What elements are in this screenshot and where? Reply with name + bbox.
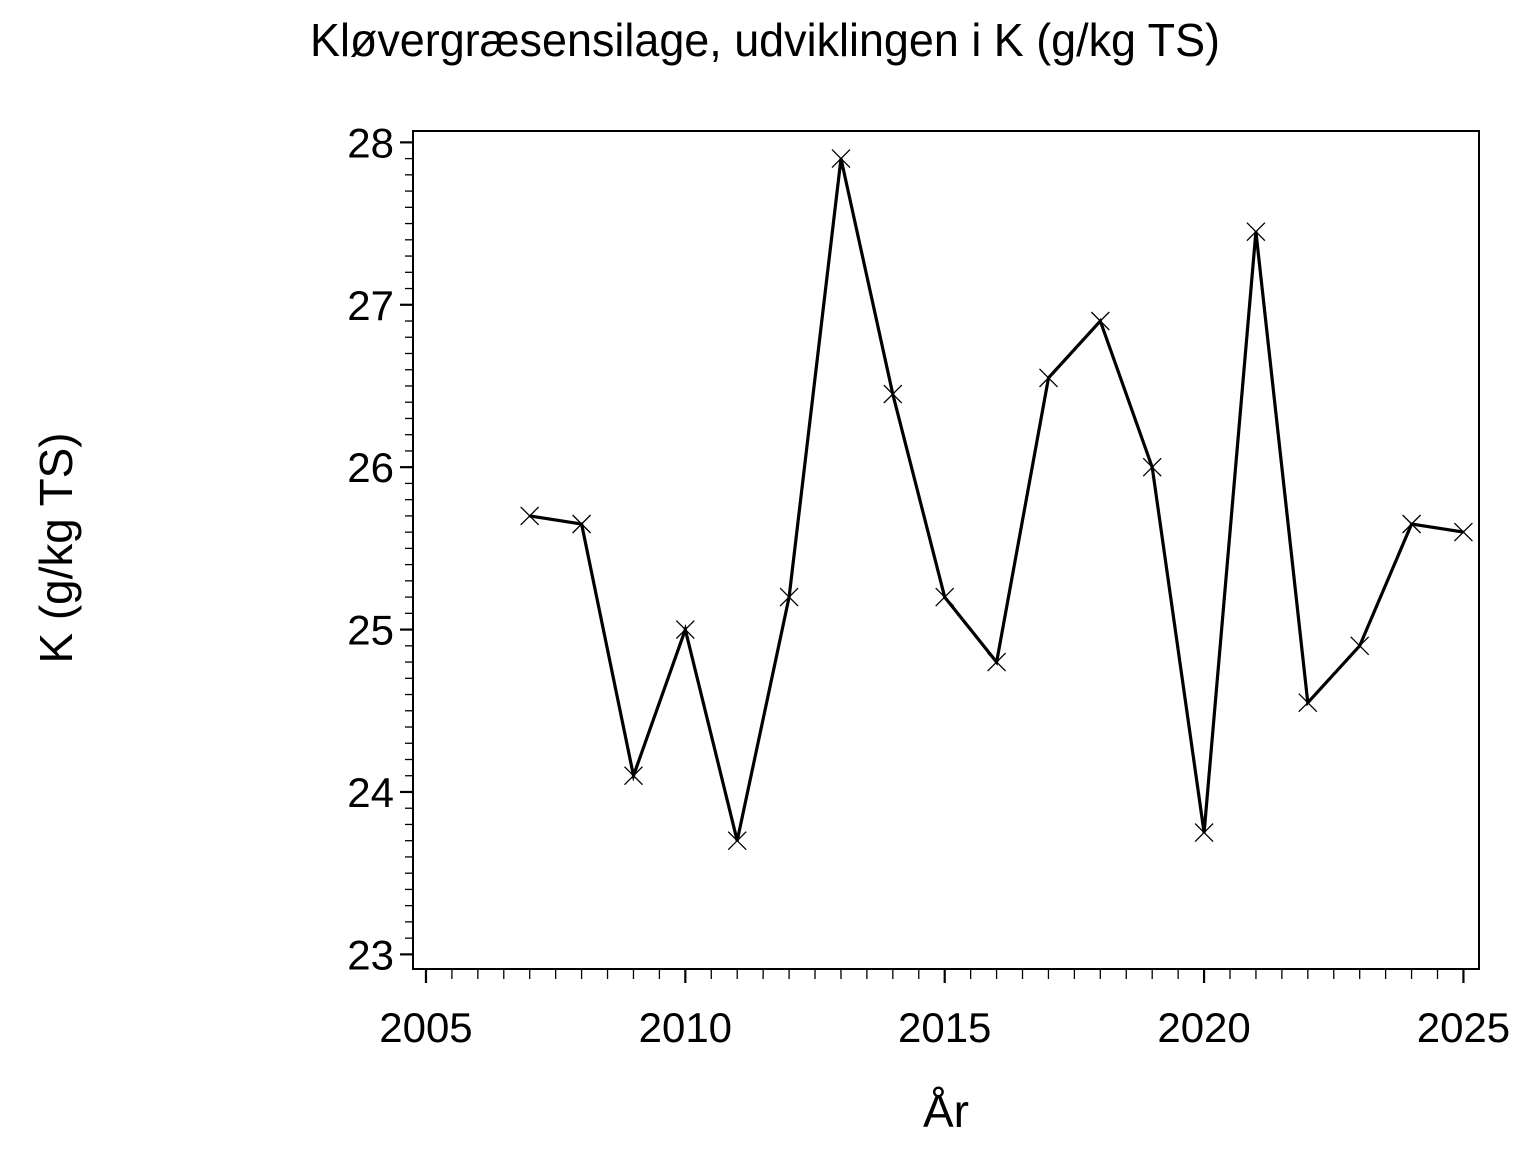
data-markers	[520, 149, 1473, 851]
y-tick-label: 24	[347, 769, 394, 816]
x-marker-stroke	[1350, 636, 1370, 656]
x-marker-stroke	[1402, 514, 1422, 534]
plot-area: 23 24 25 26 27 28 2005 2010 2015 2020 2025	[347, 119, 1510, 1051]
y-tick-label: 25	[347, 607, 394, 654]
x-marker-stroke	[520, 506, 540, 526]
y-tick-label: 26	[347, 444, 394, 491]
data-line	[529, 158, 1464, 842]
x-marker-stroke	[1090, 311, 1110, 331]
x-marker-stroke	[1039, 368, 1058, 388]
x-marker-stroke	[1246, 222, 1266, 242]
x-tick-label: 2010	[639, 1004, 732, 1051]
x-marker-stroke	[883, 384, 903, 404]
x-marker-stroke	[572, 514, 592, 534]
x-tick-label: 2020	[1157, 1004, 1250, 1051]
x-tick-label: 2005	[379, 1004, 472, 1051]
x-marker-stroke	[1453, 522, 1473, 542]
x-marker-stroke	[987, 652, 1007, 672]
x-marker-stroke	[624, 766, 643, 786]
x-marker-stroke	[831, 149, 851, 169]
y-tick-label: 28	[347, 119, 394, 166]
y-tick-label: 23	[347, 931, 394, 978]
x-marker-stroke	[1142, 457, 1162, 477]
x-marker-stroke	[1194, 823, 1214, 843]
x-marker-stroke	[935, 587, 955, 607]
plot-frame	[412, 130, 1480, 970]
chart-title: Kløvergræsensilage, udviklingen i K (g/k…	[310, 14, 1220, 66]
y-tick-label: 27	[347, 282, 394, 329]
x-marker-stroke	[675, 620, 695, 640]
x-tick-label: 2025	[1417, 1004, 1510, 1051]
x-axis-label: År	[923, 1085, 969, 1137]
x-marker-stroke	[1298, 693, 1318, 713]
x-marker-stroke	[727, 831, 747, 851]
x-tick-label: 2015	[898, 1004, 991, 1051]
x-marker-stroke	[779, 587, 799, 607]
y-axis-label: K (g/kg TS)	[30, 433, 82, 664]
